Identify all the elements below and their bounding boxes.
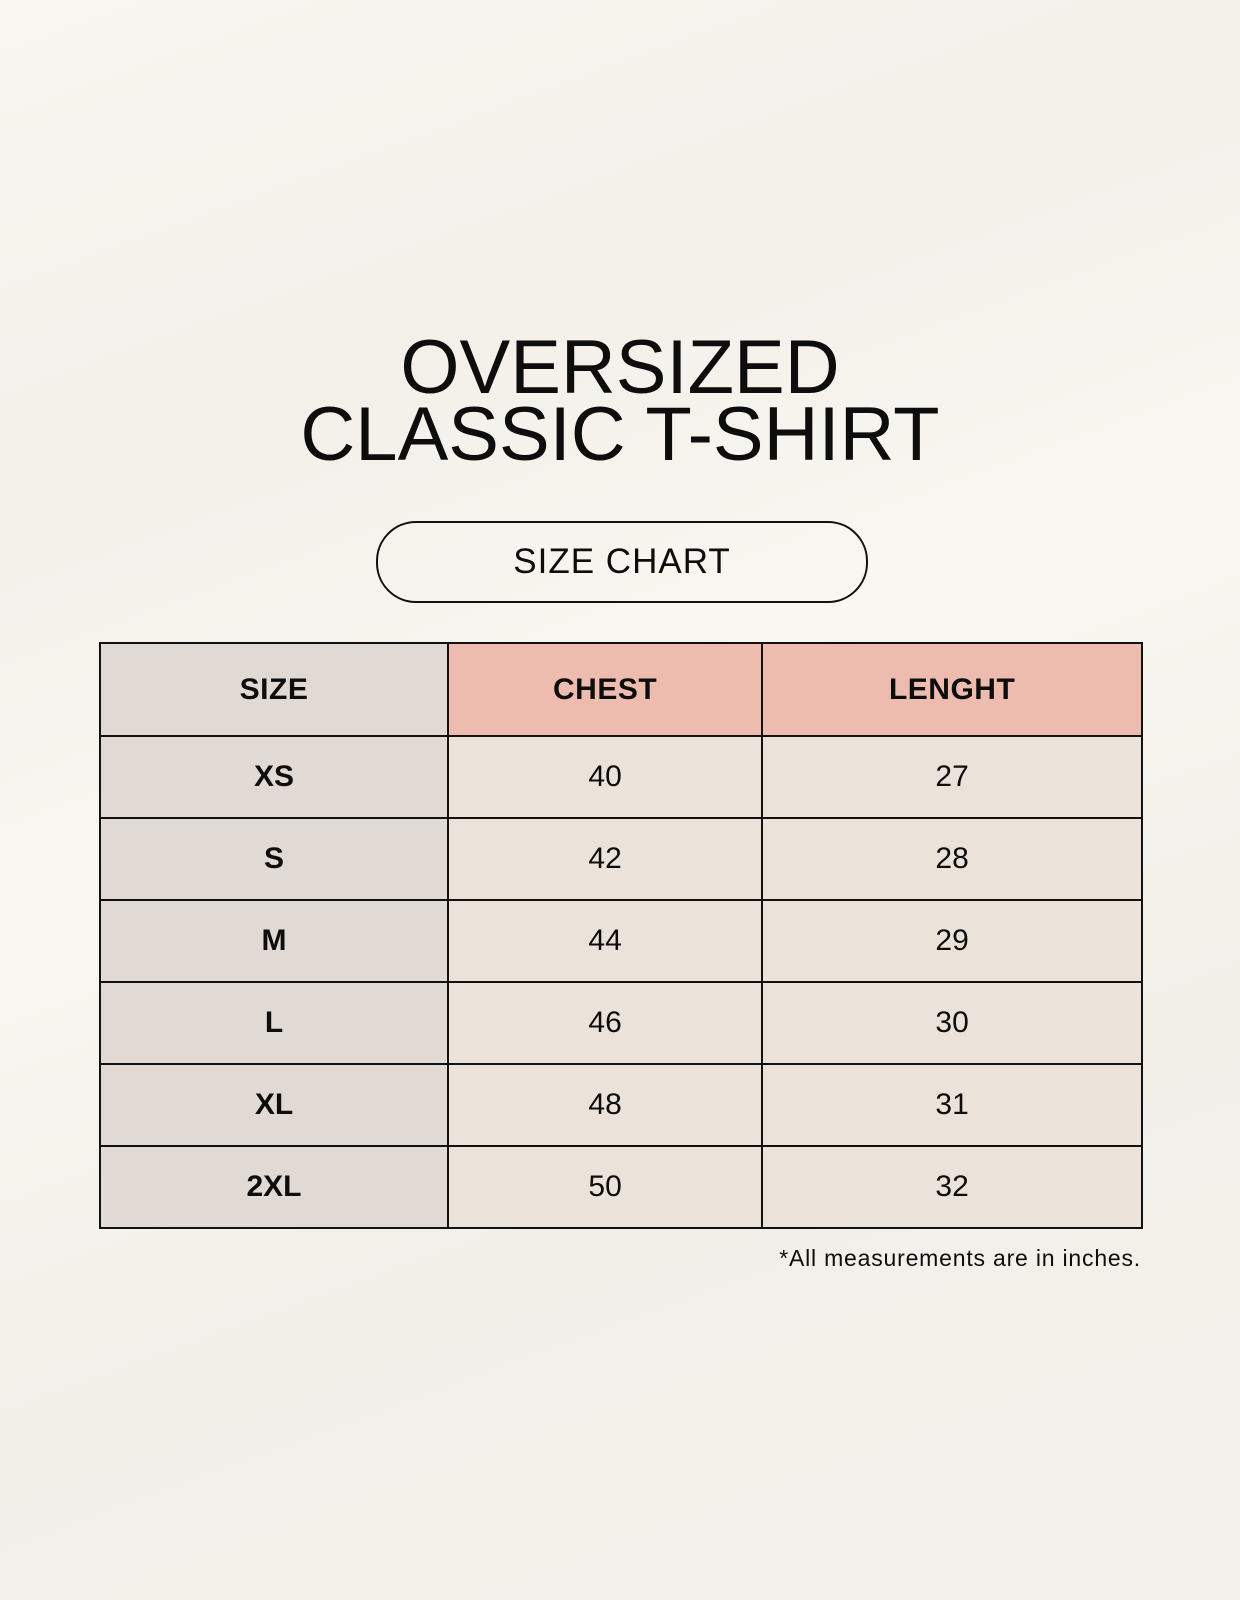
table-header-row: SIZE CHEST LENGHT bbox=[99, 642, 1143, 737]
size-chart-badge: SIZE CHART bbox=[376, 521, 868, 603]
length-cell: 28 bbox=[761, 817, 1143, 901]
length-cell: 30 bbox=[761, 981, 1143, 1065]
length-cell: 32 bbox=[761, 1145, 1143, 1229]
table-row: XS 40 27 bbox=[99, 735, 1143, 819]
length-cell: 31 bbox=[761, 1063, 1143, 1147]
chest-cell: 46 bbox=[446, 981, 764, 1065]
size-cell: S bbox=[99, 817, 449, 901]
table-row: M 44 29 bbox=[99, 899, 1143, 983]
chest-cell: 50 bbox=[446, 1145, 764, 1229]
chest-cell: 42 bbox=[446, 817, 764, 901]
size-cell: M bbox=[99, 899, 449, 983]
size-cell: L bbox=[99, 981, 449, 1065]
chest-cell: 48 bbox=[446, 1063, 764, 1147]
title-line-1: OVERSIZED bbox=[400, 325, 840, 410]
size-cell: 2XL bbox=[99, 1145, 449, 1229]
size-cell: XS bbox=[99, 735, 449, 819]
size-cell: XL bbox=[99, 1063, 449, 1147]
table-row: 2XL 50 32 bbox=[99, 1145, 1143, 1229]
header-size: SIZE bbox=[99, 642, 449, 737]
table-row: XL 48 31 bbox=[99, 1063, 1143, 1147]
footnote: *All measurements are in inches. bbox=[779, 1245, 1141, 1271]
title-line-2: CLASSIC T-SHIRT bbox=[300, 392, 940, 477]
header-chest: CHEST bbox=[446, 642, 764, 737]
chest-cell: 44 bbox=[446, 899, 764, 983]
size-table: SIZE CHEST LENGHT XS 40 27 S 42 28 M 44 29 L 46 30 X… bbox=[99, 642, 1143, 1229]
table-row: S 42 28 bbox=[99, 817, 1143, 901]
length-cell: 29 bbox=[761, 899, 1143, 983]
page-title: OVERSIZED CLASSIC T-SHIRT bbox=[0, 325, 1240, 477]
header-length: LENGHT bbox=[761, 642, 1143, 737]
length-cell: 27 bbox=[761, 735, 1143, 819]
chest-cell: 40 bbox=[446, 735, 764, 819]
table-row: L 46 30 bbox=[99, 981, 1143, 1065]
